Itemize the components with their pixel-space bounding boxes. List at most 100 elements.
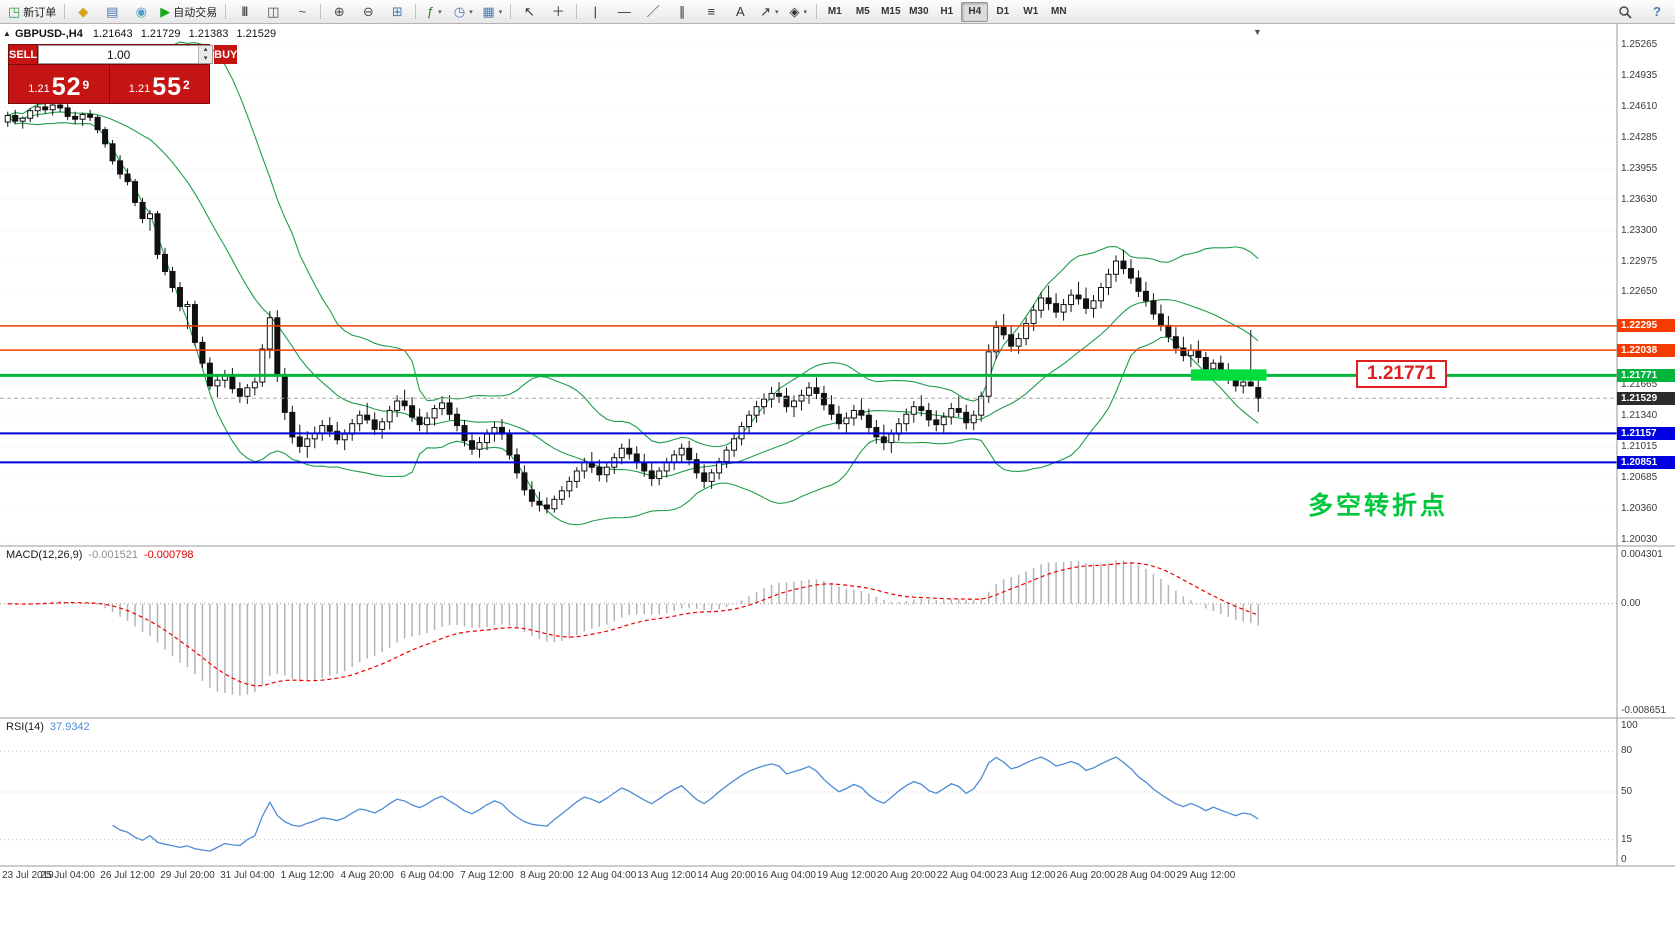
chart-symbol-header: GBPUSD-,H4 1.21643 1.21729 1.21383 1.215…: [15, 28, 281, 40]
cursor-icon[interactable]: ↖: [515, 1, 543, 23]
new-order-button-label: 新订单: [23, 6, 57, 19]
volume-down-button[interactable]: ▾: [199, 54, 213, 63]
time-axis-label: 6 Aug 04:00: [400, 870, 454, 881]
bar-chart-icon: |||: [241, 5, 248, 17]
timeframe-button-mn[interactable]: MN: [1051, 6, 1067, 17]
timeframe-button-w1[interactable]: W1: [1023, 6, 1039, 17]
time-axis-label: 28 Aug 04:00: [1116, 870, 1176, 881]
time-axis-label: 1 Aug 12:00: [280, 870, 334, 881]
timeframe-button-m1[interactable]: M1: [827, 6, 842, 17]
timeframe-button-m15[interactable]: M15: [881, 6, 901, 17]
toolbar: ◳ 新订单 ◆ ▤ ◉ ▶ 自动交易 ||| ◫ ~ ⊕ ⊖ ⊞ ƒ ▾ ◷ ▾ ▦ ▾ ↖ ＋ | — ／ ∥ ≡ A ↗ ▾ ◈ ▾ M1…: [0, 0, 1675, 24]
price-axis-label: 1.20030: [1621, 534, 1658, 545]
timeframe-button-h1[interactable]: H1: [940, 6, 954, 17]
buy-price-sup: 2: [183, 78, 190, 92]
new-order-button[interactable]: ◳ 新订单: [4, 1, 60, 23]
volume-up-button[interactable]: ▴: [199, 46, 213, 55]
period-icon[interactable]: ◷ ▾: [449, 1, 477, 23]
text-icon[interactable]: A: [726, 1, 754, 23]
shapes-icon-dropdown-icon[interactable]: ▾: [803, 8, 808, 16]
help-icon[interactable]: ?: [1653, 4, 1661, 19]
ohlc-close: 1.21529: [236, 28, 277, 40]
time-axis-label: 23 Aug 12:00: [996, 870, 1056, 881]
price-callout-label[interactable]: 1.21771: [1356, 360, 1447, 389]
ohlc-open: 1.21643: [92, 28, 133, 40]
crosshair-icon[interactable]: ＋: [544, 1, 572, 23]
navigator-icon[interactable]: ▤: [98, 1, 126, 23]
arrow-icon-dropdown-icon[interactable]: ▾: [774, 8, 779, 16]
buy-label[interactable]: BUY: [214, 45, 238, 64]
alerts-icon[interactable]: ◉: [127, 1, 155, 23]
macd-value: -0.001521: [88, 549, 138, 561]
vline-icon[interactable]: |: [581, 1, 609, 23]
buy-price-big: 55: [152, 73, 183, 101]
sell-label[interactable]: SELL: [9, 45, 38, 64]
rsi-value: 37.9342: [49, 721, 90, 733]
rsi-axis-label: 100: [1621, 720, 1638, 731]
price-axis-label: 1.24610: [1621, 100, 1658, 112]
fibonacci-icon[interactable]: ≡: [697, 1, 725, 23]
sell-button[interactable]: 1.21 52 9: [9, 65, 109, 103]
timeframe-button-m5[interactable]: M5: [855, 6, 870, 17]
macd-title: MACD(12,26,9): [6, 549, 83, 561]
autotrade-button[interactable]: ▶ 自动交易: [156, 1, 221, 23]
shapes-icon[interactable]: ◈ ▾: [784, 1, 812, 23]
tile-windows-icon[interactable]: ⊞: [383, 1, 411, 23]
chart-shift-marker-icon[interactable]: ▼: [1253, 27, 1262, 37]
shapes-icon: ◈: [789, 4, 800, 19]
sell-price-sup: 9: [82, 78, 90, 92]
rsi-axis-label: 0: [1621, 854, 1627, 865]
new-order-button: ◳: [8, 4, 21, 19]
volume-input[interactable]: [39, 46, 199, 63]
indicators-icon[interactable]: ƒ ▾: [420, 1, 448, 23]
price-axis-label: 1.24935: [1621, 70, 1658, 82]
buy-price-prefix: 1.21: [128, 83, 151, 95]
market-watch-icon: ◆: [78, 4, 89, 19]
price-tag: 1.20851: [1617, 455, 1675, 469]
indicators-icon-dropdown-icon[interactable]: ▾: [438, 8, 442, 16]
macd-signal-value: -0.000798: [143, 549, 194, 561]
turning-point-note[interactable]: 多空转折点: [1308, 492, 1449, 520]
buy-button[interactable]: 1.21 55 2: [109, 65, 209, 103]
macd-axis-label: 0.00: [1621, 597, 1641, 609]
market-watch-icon[interactable]: ◆: [69, 1, 97, 23]
rsi-title: RSI(14): [6, 721, 44, 733]
arrow-icon[interactable]: ↗ ▾: [755, 1, 783, 23]
search-icon[interactable]: [1611, 1, 1639, 23]
timeframe-button-d1[interactable]: D1: [996, 6, 1010, 17]
candlestick-chart-icon: ◫: [267, 4, 280, 19]
price-axis-label: 1.23630: [1621, 193, 1658, 205]
line-chart-icon[interactable]: ~: [288, 1, 316, 23]
price-axis-label: 1.21015: [1621, 440, 1658, 452]
timeframe-button-h4[interactable]: H4: [961, 1, 989, 22]
macd-header: MACD(12,26,9) -0.001521 -0.000798: [6, 549, 194, 561]
price-axis-label: 1.21665: [1621, 379, 1658, 391]
zoom-out-icon: ⊖: [362, 4, 374, 19]
price-axis-label: 1.24285: [1621, 131, 1658, 143]
template-icon-dropdown-icon[interactable]: ▾: [498, 8, 503, 16]
channel-icon[interactable]: ∥: [668, 1, 696, 23]
time-axis-label: 7 Aug 12:00: [460, 870, 514, 881]
template-icon: ▦: [482, 4, 495, 19]
time-axis-label: 19 Aug 12:00: [816, 870, 876, 881]
price-axis-label: 1.20685: [1621, 472, 1658, 484]
zoom-in-icon[interactable]: ⊕: [325, 1, 353, 23]
hline-icon[interactable]: —: [610, 1, 638, 23]
macd-axis-label: 0.004301: [1621, 549, 1663, 560]
template-icon[interactable]: ▦ ▾: [478, 1, 506, 23]
toolbar-separator: [510, 4, 512, 19]
time-axis-label: 16 Aug 04:00: [757, 870, 816, 881]
timeframe-button-m30[interactable]: M30: [909, 6, 929, 17]
trendline-icon[interactable]: ／: [639, 1, 667, 23]
bar-chart-icon[interactable]: |||: [230, 1, 258, 23]
cursor-icon: ↖: [523, 4, 535, 19]
candlestick-chart-icon[interactable]: ◫: [259, 1, 287, 23]
zoom-out-icon[interactable]: ⊖: [354, 1, 382, 23]
period-icon: ◷: [453, 4, 466, 19]
time-axis-label: 29 Jul 20:00: [160, 870, 215, 881]
period-icon-dropdown-icon[interactable]: ▾: [469, 8, 473, 16]
trade-panel-toggle-icon[interactable]: ▲: [3, 29, 11, 38]
toolbar-separator: [415, 4, 417, 19]
toolbar-right-group: ?: [1611, 1, 1671, 23]
